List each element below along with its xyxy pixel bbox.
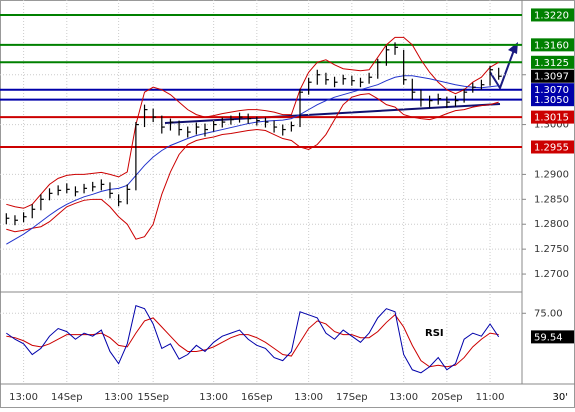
x-tick-label: 11:00 — [476, 392, 505, 403]
y-tick-label: 1.3000 — [534, 120, 569, 131]
x-tick-label: 16Sep — [241, 392, 273, 403]
rsi-title: RSI — [425, 328, 444, 339]
x-tick-label: 13:00 — [294, 392, 323, 403]
trend-line — [164, 103, 501, 124]
level-box — [531, 110, 574, 124]
level-box — [531, 93, 574, 107]
y-tick-label: 1.2850 — [534, 194, 569, 205]
level-label: 1.3050 — [534, 95, 569, 106]
x-tick-label: 20Sep — [431, 392, 463, 403]
level-box — [531, 8, 574, 22]
overlay-line — [6, 36, 499, 209]
rsi-current-label: 59.54 — [534, 332, 563, 343]
x-tick-label: 13:00 — [104, 392, 133, 403]
level-label: 1.3220 — [534, 10, 569, 21]
rsi-current-box — [531, 330, 574, 344]
x-tick-label: 17Sep — [336, 392, 368, 403]
level-box — [531, 83, 574, 97]
x-tick-label: 13:00 — [9, 392, 38, 403]
x-tick-label: 13:00 — [389, 392, 418, 403]
overlay-line — [6, 93, 499, 240]
level-label: 1.3125 — [534, 58, 569, 69]
level-label: 1.2955 — [534, 142, 569, 153]
y-tick-label: 1.2900 — [534, 169, 569, 180]
level-label: 1.3160 — [534, 40, 569, 51]
level-box — [531, 140, 574, 154]
level-label: 1.3070 — [534, 85, 569, 96]
overlay-line — [6, 75, 499, 245]
level-label: 1.3015 — [534, 113, 569, 124]
rsi-line — [6, 304, 500, 374]
x-tick-label: 13:00 — [199, 392, 228, 403]
y-tick-label: 75.00 — [534, 308, 563, 319]
y-tick-label: 1.2750 — [534, 244, 569, 255]
y-tick-label: 1.2700 — [534, 269, 569, 280]
level-box — [531, 38, 574, 52]
price-box — [531, 69, 574, 83]
timeframe: 30' — [553, 392, 568, 403]
y-tick-label: 1.2800 — [534, 219, 569, 230]
level-box — [531, 55, 574, 69]
x-tick-label: 14Sep — [51, 392, 83, 403]
price-label: 1.3097 — [534, 72, 569, 83]
x-tick-label: 15Sep — [137, 392, 169, 403]
